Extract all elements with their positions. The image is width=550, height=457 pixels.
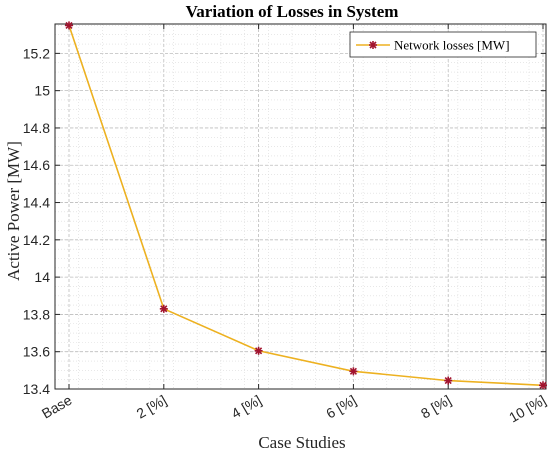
data-point-marker (444, 376, 453, 385)
plot-frame (54, 23, 547, 390)
y-tick-label: 14.2 (23, 232, 50, 248)
x-tick-labels: Base 2 [%] 4 [%] 6 [%] 8 [%] 10 [%] (39, 392, 549, 426)
marker-stroke (539, 381, 547, 389)
y-axis-label: Active Power [MW] (4, 141, 23, 281)
legend-marker (369, 41, 377, 49)
data-point-marker (539, 381, 547, 390)
axis-ticks (55, 24, 546, 390)
y-tick-label: 14.4 (23, 195, 50, 211)
x-tick-label: 2 [%] (134, 392, 170, 422)
y-tick-label: 14 (34, 269, 50, 285)
x-axis-label: Case Studies (258, 433, 345, 452)
legend-label: Network losses [MW] (394, 38, 510, 53)
series-layer (65, 21, 547, 390)
x-tick-label: 6 [%] (323, 392, 359, 422)
y-tick-label: 14.6 (23, 157, 50, 173)
legend: Network losses [MW] (349, 31, 537, 58)
data-point-marker (65, 21, 73, 30)
major-grid (55, 24, 546, 390)
minor-grid (54, 24, 546, 390)
y-tick-label: 13.6 (23, 344, 50, 360)
legend-marker-glyph (369, 41, 377, 49)
marker-stroke (255, 347, 263, 355)
marker-stroke (160, 305, 168, 313)
marker-stroke (349, 367, 357, 375)
x-tick-label: 4 [%] (228, 392, 264, 422)
y-tick-label: 13.4 (23, 381, 50, 397)
y-tick-label: 15.2 (23, 45, 50, 61)
data-point-marker (349, 367, 358, 376)
data-point-marker (254, 346, 263, 355)
series-line (68, 25, 544, 387)
data-point-marker (159, 304, 168, 313)
y-tick-label: 14.8 (23, 120, 50, 136)
y-tick-label: 13.8 (23, 306, 50, 322)
x-tick-label: 8 [%] (418, 392, 454, 422)
y-tick-label: 15 (34, 83, 50, 99)
chart-title: Variation of Losses in System (186, 2, 399, 21)
marker-stroke (65, 21, 73, 29)
x-tick-label: 10 [%] (506, 392, 548, 426)
marker-stroke (444, 377, 452, 385)
y-tick-labels: 13.4 13.6 13.8 14 14.2 14.4 14.6 14.8 15 15.2 (23, 45, 50, 397)
marker-stroke (369, 41, 377, 49)
